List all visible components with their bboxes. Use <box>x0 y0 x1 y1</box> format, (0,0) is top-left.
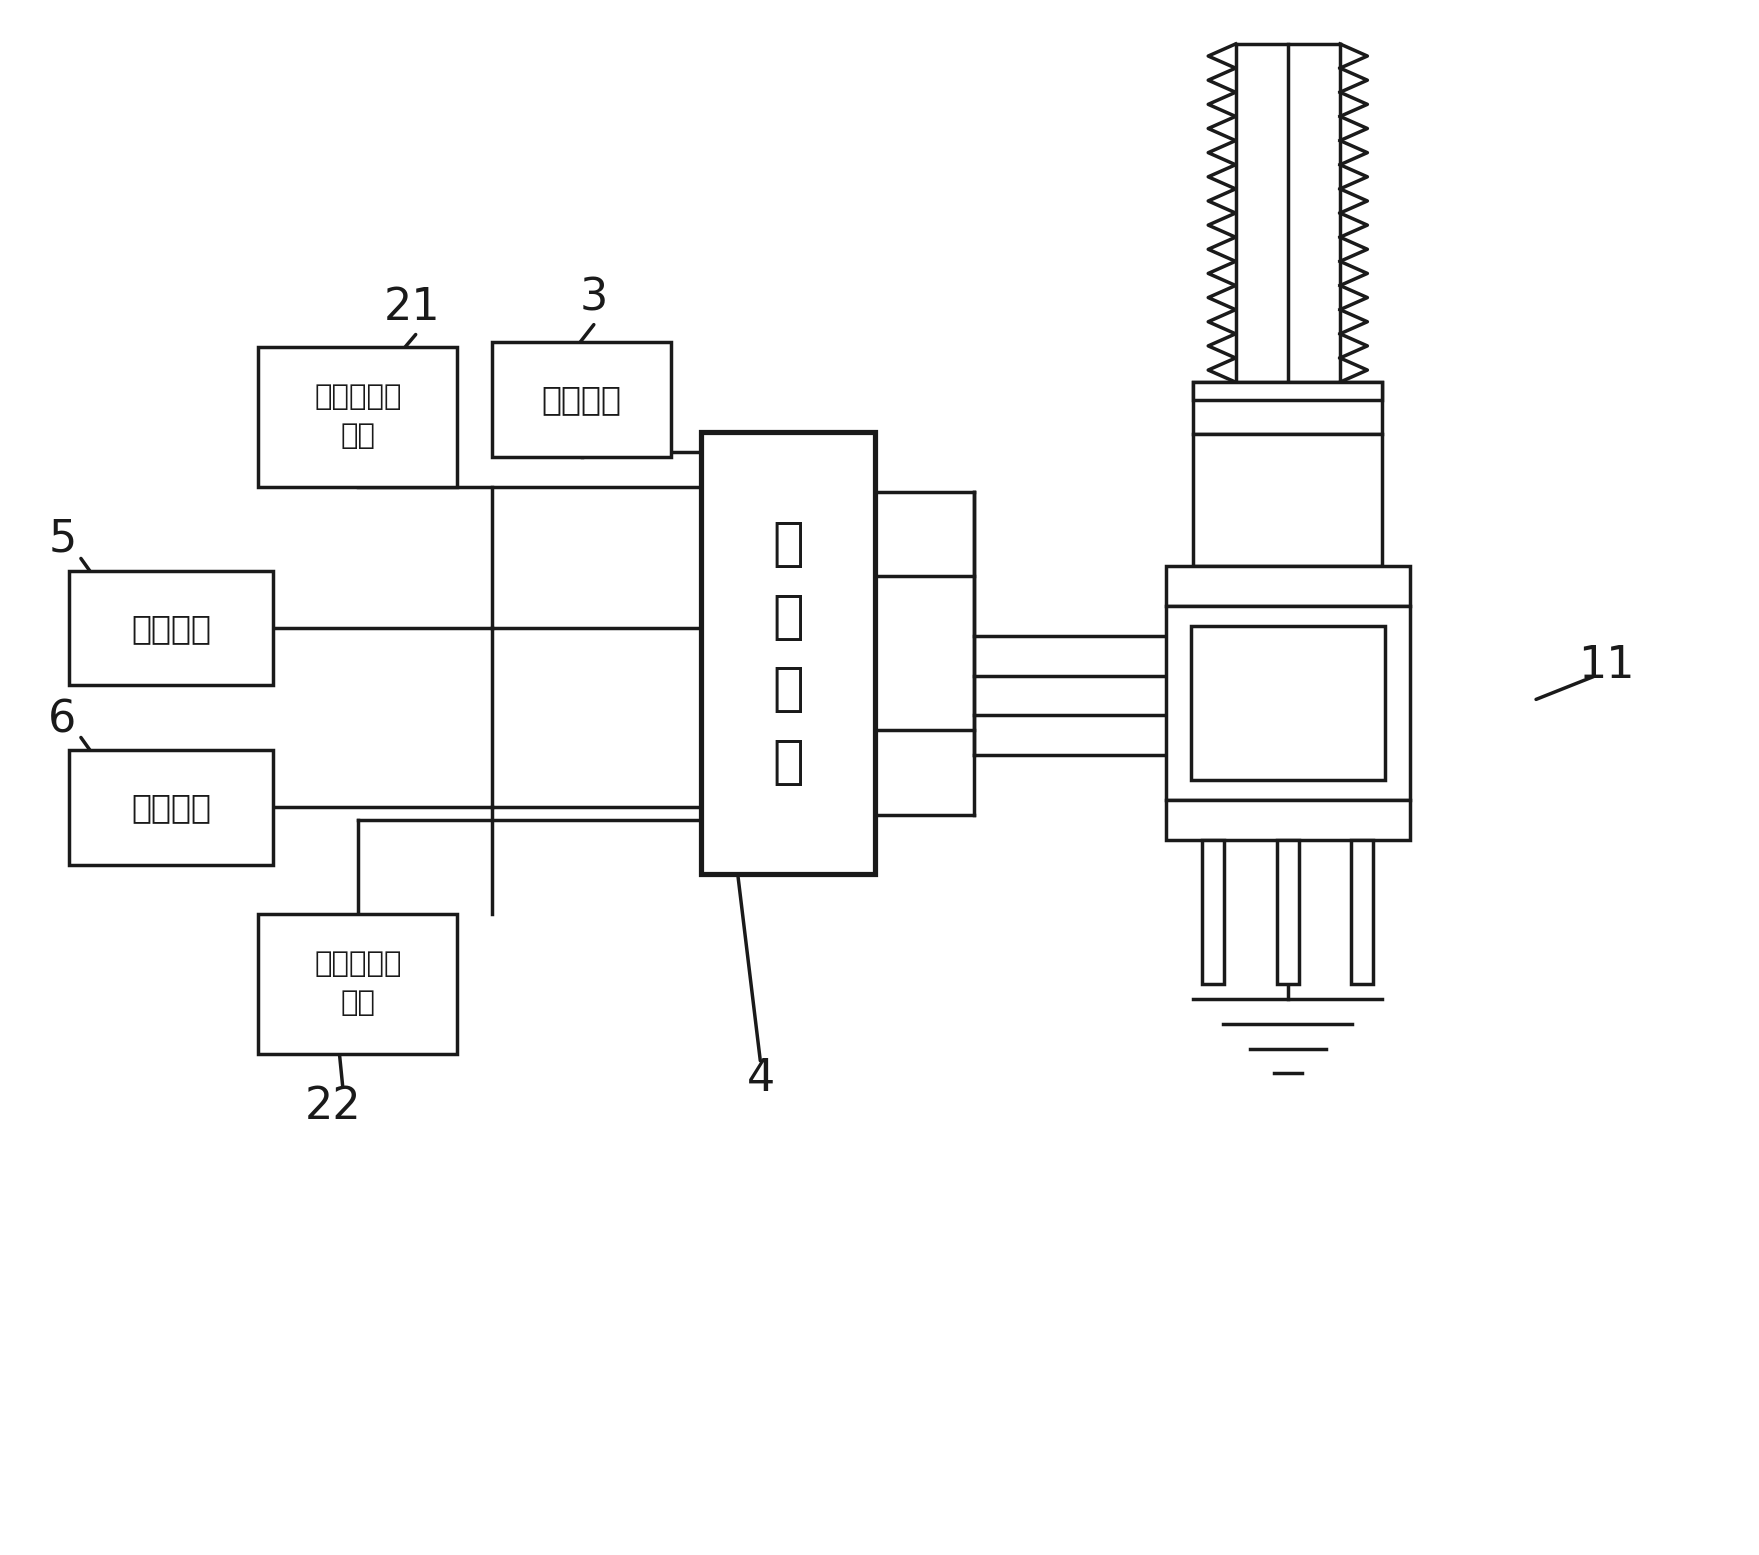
Bar <box>1166 799 1409 840</box>
Text: 4: 4 <box>746 1057 774 1099</box>
Bar <box>493 342 672 457</box>
Text: 第一压力传
感器: 第一压力传 感器 <box>315 384 401 451</box>
Text: 加压单元: 加压单元 <box>132 611 211 645</box>
Bar <box>1166 606 1409 799</box>
Bar <box>259 914 457 1054</box>
Text: 11: 11 <box>1578 644 1634 687</box>
Text: 控
制
中
心: 控 制 中 心 <box>772 518 804 788</box>
Text: 6: 6 <box>47 698 77 742</box>
Bar <box>1193 383 1383 400</box>
Bar <box>1191 625 1384 781</box>
Bar <box>1351 840 1374 984</box>
Text: 21: 21 <box>383 286 442 330</box>
Text: 制动单元: 制动单元 <box>542 383 621 417</box>
Text: 第二压力传
感器: 第二压力传 感器 <box>315 950 401 1017</box>
Bar <box>702 432 874 874</box>
Bar <box>1193 383 1383 434</box>
Bar <box>69 750 273 865</box>
Text: 5: 5 <box>47 518 77 561</box>
Bar <box>1201 840 1224 984</box>
Bar <box>1166 566 1409 606</box>
Bar <box>1193 434 1383 566</box>
Text: 3: 3 <box>579 277 607 319</box>
Bar <box>1277 840 1298 984</box>
Bar <box>69 571 273 686</box>
Text: 22: 22 <box>304 1085 361 1127</box>
Bar <box>259 347 457 487</box>
Text: 泄压单元: 泄压单元 <box>132 791 211 824</box>
